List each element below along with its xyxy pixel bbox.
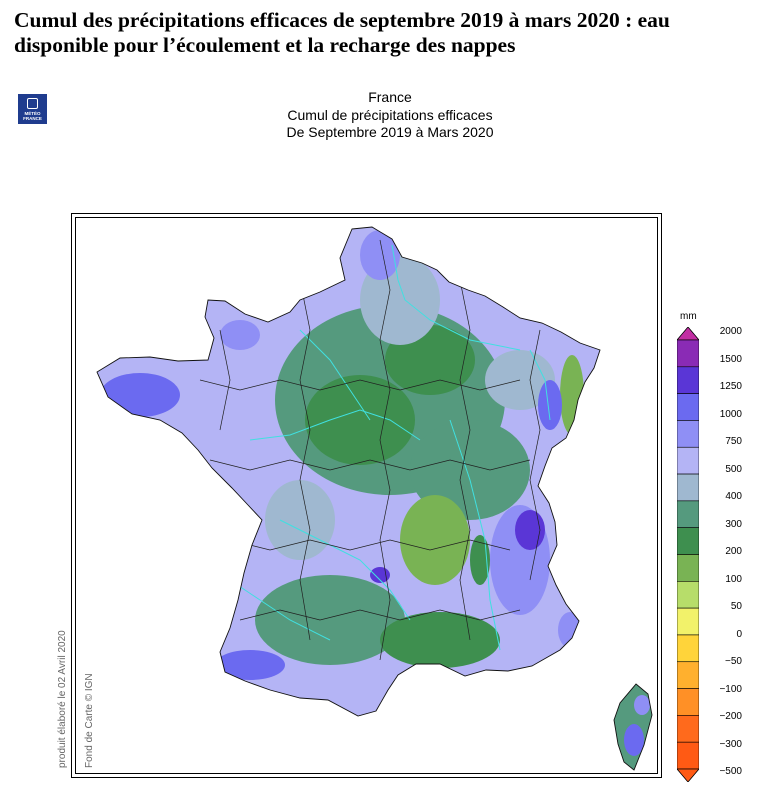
legend-swatch <box>677 339 699 368</box>
legend-tick-label: −300 <box>719 738 742 750</box>
legend-swatch <box>677 420 699 448</box>
mainland-color-field <box>97 227 600 716</box>
legend-swatch-bottom <box>677 768 699 782</box>
legend-tick-label: −50 <box>725 656 742 667</box>
map-title-variable: Cumul de précipitations efficaces <box>287 106 493 123</box>
legend-swatch <box>677 688 699 716</box>
logo-line2: FRANCE <box>23 116 42 121</box>
legend-swatch <box>677 366 699 394</box>
legend-tick-label: −100 <box>719 683 742 695</box>
map-title-region: France <box>368 89 412 105</box>
map-title-period: De Septembre 2019 à Mars 2020 <box>286 124 494 140</box>
legend-tick-label: 200 <box>725 546 742 557</box>
legend-tick-label: 0 <box>736 628 742 640</box>
legend-tick-labels: 2000 1500 1250 1000 750 500 400 300 200 100 50 0 −50… <box>706 326 756 777</box>
legend-tick-label: −200 <box>719 711 742 722</box>
legend-swatch <box>677 554 699 582</box>
headline: Cumul des précipitations efficaces de se… <box>14 8 670 57</box>
legend-swatch <box>677 527 699 555</box>
legend-tick-label: −500 <box>719 766 742 777</box>
legend-tick-label: 400 <box>725 491 742 502</box>
logo-line1: MÉTÉO <box>24 111 41 116</box>
legend-swatch <box>677 500 699 528</box>
corsica-color-field <box>614 684 652 770</box>
legend-swatch-top <box>677 327 699 341</box>
legend-tick-label: 750 <box>725 436 742 447</box>
legend-swatch <box>677 661 699 689</box>
legend-swatch <box>677 581 699 609</box>
map-frame <box>71 213 662 778</box>
production-date-credit: produit élaboré le 02 Avril 2020 <box>57 630 68 768</box>
mainland-outline <box>96 226 601 717</box>
legend-tick-label: 2000 <box>719 326 742 337</box>
map-titles: France Cumul de précipitations efficaces… <box>240 89 540 142</box>
legend-tick-label: 300 <box>725 518 742 530</box>
meteo-france-logo: MÉTÉO FRANCE <box>18 94 47 124</box>
legend-unit: mm <box>680 311 697 322</box>
legend-tick-label: 1250 <box>719 381 742 392</box>
legend-swatch <box>677 741 699 770</box>
legend-tick-label: 100 <box>725 573 742 585</box>
legend-tick-label: 1500 <box>719 353 742 365</box>
legend-swatch <box>677 446 699 475</box>
legend-tick-label: 50 <box>730 601 742 612</box>
legend-swatch <box>677 607 699 636</box>
legend-color-bar <box>677 327 699 782</box>
basemap-credit: Fond de Carte © IGN <box>84 673 95 768</box>
legend-tick-label: 500 <box>725 463 742 475</box>
legend-swatch <box>677 473 699 502</box>
logo-mark-icon <box>27 98 38 109</box>
department-boundaries <box>199 239 541 661</box>
legend-swatch <box>677 393 699 421</box>
corsica-outline <box>613 683 653 771</box>
legend-tick-label: 1000 <box>719 408 742 420</box>
legend-swatch <box>677 715 699 743</box>
legend-swatch <box>677 634 699 663</box>
